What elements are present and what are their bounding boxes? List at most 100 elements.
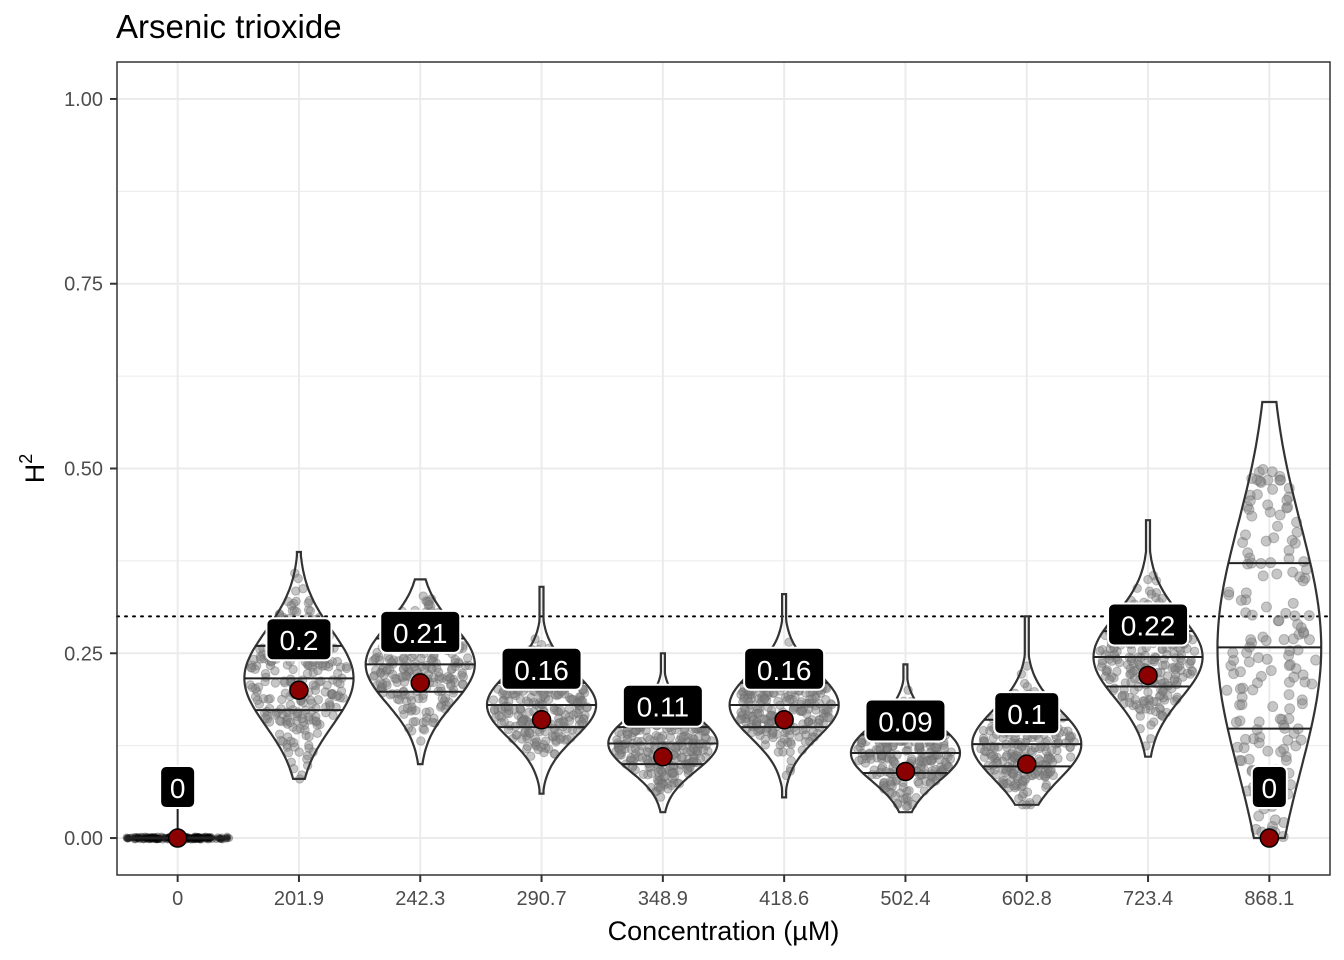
jitter-point <box>823 712 833 723</box>
jitter-point <box>1109 673 1119 683</box>
jitter-point <box>518 715 528 726</box>
jitter-point <box>856 737 866 748</box>
jitter-point <box>521 744 532 754</box>
jitter-point <box>496 712 507 722</box>
jitter-point <box>420 664 430 675</box>
jitter-point <box>1112 646 1122 657</box>
jitter-point <box>1169 676 1180 686</box>
jitter-point <box>295 724 305 734</box>
jitter-point <box>315 719 325 730</box>
jitter-point <box>810 691 820 701</box>
jitter-point <box>1039 770 1049 780</box>
jitter-point <box>807 732 817 742</box>
jitter-point <box>294 747 304 757</box>
jitter-point <box>903 796 913 806</box>
jitter-point <box>381 678 391 688</box>
jitter-point <box>1022 787 1033 797</box>
jitter-point <box>550 731 561 742</box>
jitter-point <box>1128 701 1138 711</box>
jitter-point <box>418 724 428 734</box>
estimate-group: 0.11 <box>621 683 704 767</box>
jitter-point <box>289 598 299 609</box>
jitter-point <box>1225 660 1237 672</box>
jitter-point <box>407 702 417 712</box>
value-label: 0.2 <box>279 625 318 656</box>
jitter-point <box>796 706 806 716</box>
jitter-point <box>627 731 637 741</box>
jitter-point <box>308 715 318 725</box>
jitter-point <box>571 708 582 718</box>
jitter-point <box>536 742 546 753</box>
jitter-point <box>1251 474 1263 486</box>
jitter-point <box>1012 773 1023 784</box>
jitter-point <box>1268 532 1280 544</box>
jitter-point <box>698 745 709 755</box>
jitter-point <box>538 740 549 750</box>
jitter-point <box>1242 547 1254 559</box>
jitter-point <box>768 728 778 738</box>
jitter-point <box>252 695 263 706</box>
jitter-point <box>653 767 664 777</box>
jitter-point <box>1156 690 1166 701</box>
jitter-point <box>564 712 574 722</box>
jitter-point <box>638 769 649 780</box>
jitter-point <box>299 720 310 731</box>
jitter-point <box>652 786 662 796</box>
jitter-point <box>441 700 451 710</box>
jitter-point <box>1128 659 1139 669</box>
jitter-point <box>429 713 439 723</box>
jitter-point <box>277 694 287 705</box>
jitter-point <box>786 739 796 749</box>
jitter-point <box>1125 669 1135 680</box>
value-label-box <box>743 646 826 691</box>
jitter-point <box>247 660 257 670</box>
jitter-point <box>488 695 499 705</box>
jitter-point <box>676 732 686 742</box>
jitter-point <box>803 717 814 727</box>
jitter-point <box>1043 754 1053 765</box>
jitter-point <box>616 729 627 739</box>
value-label-box <box>159 765 197 810</box>
jitter-point <box>761 715 772 725</box>
value-label: 0 <box>170 773 186 804</box>
jitter-point <box>1223 586 1235 598</box>
jitter-point <box>882 743 892 753</box>
jitter-point <box>794 732 804 742</box>
jitter-point <box>377 679 388 689</box>
jitter-point <box>916 747 926 757</box>
jitter-point <box>1150 706 1161 717</box>
jitter-point <box>914 756 924 766</box>
jitter-point <box>700 732 710 742</box>
jitter-point <box>407 704 417 715</box>
jitter-point <box>1297 626 1309 638</box>
x-tick-label: 201.9 <box>274 888 324 910</box>
jitter-point <box>693 745 703 756</box>
jitter-point <box>1274 470 1286 482</box>
jitter-point <box>532 737 542 747</box>
jitter-point <box>916 755 927 766</box>
jitter-point <box>524 707 534 717</box>
jitter-point <box>1151 587 1162 598</box>
jitter-point <box>1030 769 1040 779</box>
estimate-group: 0.16 <box>500 646 583 730</box>
jitter-point <box>559 735 570 745</box>
point-estimate <box>531 710 552 730</box>
jitter-point <box>979 752 990 763</box>
jitter-point <box>458 679 468 689</box>
jitter-point <box>399 709 409 720</box>
jitter-point <box>1138 696 1149 706</box>
jitter-point <box>406 695 417 706</box>
jitter-point <box>521 696 532 706</box>
jitter-point <box>1306 678 1318 690</box>
jitter-point <box>538 691 549 701</box>
jitter-point <box>444 673 455 683</box>
jitter-point <box>654 771 664 781</box>
jitter-point <box>1097 658 1108 669</box>
jitter-point <box>1007 746 1018 757</box>
jitter-point <box>1284 659 1296 671</box>
jitter-point <box>494 710 504 721</box>
jitter-point <box>1185 669 1196 679</box>
jitter-point <box>945 754 956 764</box>
jitter-point <box>1022 681 1033 692</box>
jitter-point <box>656 775 666 785</box>
